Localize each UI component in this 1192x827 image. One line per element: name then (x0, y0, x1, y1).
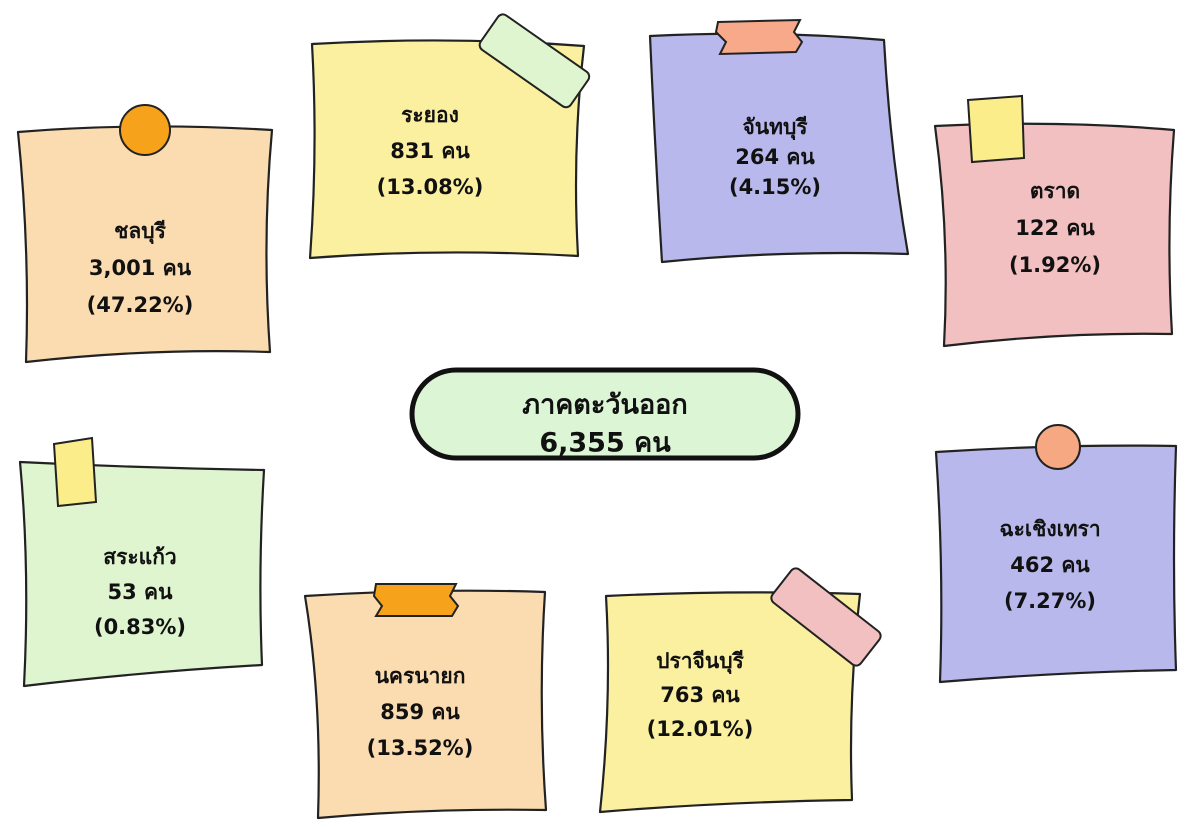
province-name: จันทบุรี (742, 115, 808, 141)
province-count: 3,001 คน (89, 256, 192, 280)
tape (968, 96, 1024, 162)
province-share: (47.22%) (87, 293, 194, 317)
province-share: (4.15%) (729, 175, 821, 199)
province-count: 122 คน (1015, 216, 1095, 240)
pin (1036, 425, 1080, 469)
province-name: ฉะเชิงเทรา (999, 517, 1100, 541)
province-count: 264 คน (735, 145, 815, 169)
province-name: ระยอง (401, 103, 459, 127)
province-count: 831 คน (390, 139, 470, 163)
province-share: (0.83%) (94, 615, 186, 639)
canvas: ภาคตะวันออก 6,355 คน ชลบุรี 3,001 คน (47.2… (0, 0, 1192, 827)
province-name: ตราด (1030, 179, 1080, 203)
province-share: (1.92%) (1009, 253, 1101, 277)
province-count: 763 คน (660, 683, 740, 707)
note (18, 126, 272, 362)
province-count: 859 คน (380, 700, 460, 724)
province-name: ปราจีนบุรี (656, 649, 744, 675)
province-count: 462 คน (1010, 553, 1090, 577)
province-share: (13.08%) (377, 175, 484, 199)
province-share: (13.52%) (367, 736, 474, 760)
province-share: (7.27%) (1004, 589, 1096, 613)
province-share: (12.01%) (647, 717, 754, 741)
tape (374, 584, 458, 616)
tape (54, 438, 96, 506)
province-name: นครนายก (375, 664, 466, 688)
region-title: ภาคตะวันออก (522, 390, 687, 421)
province-count: 53 คน (108, 580, 174, 604)
region-total: 6,355 คน (539, 428, 671, 459)
province-name: สระแก้ว (103, 545, 176, 569)
province-name: ชลบุรี (114, 219, 166, 245)
tape (716, 20, 802, 54)
pin (120, 105, 170, 155)
